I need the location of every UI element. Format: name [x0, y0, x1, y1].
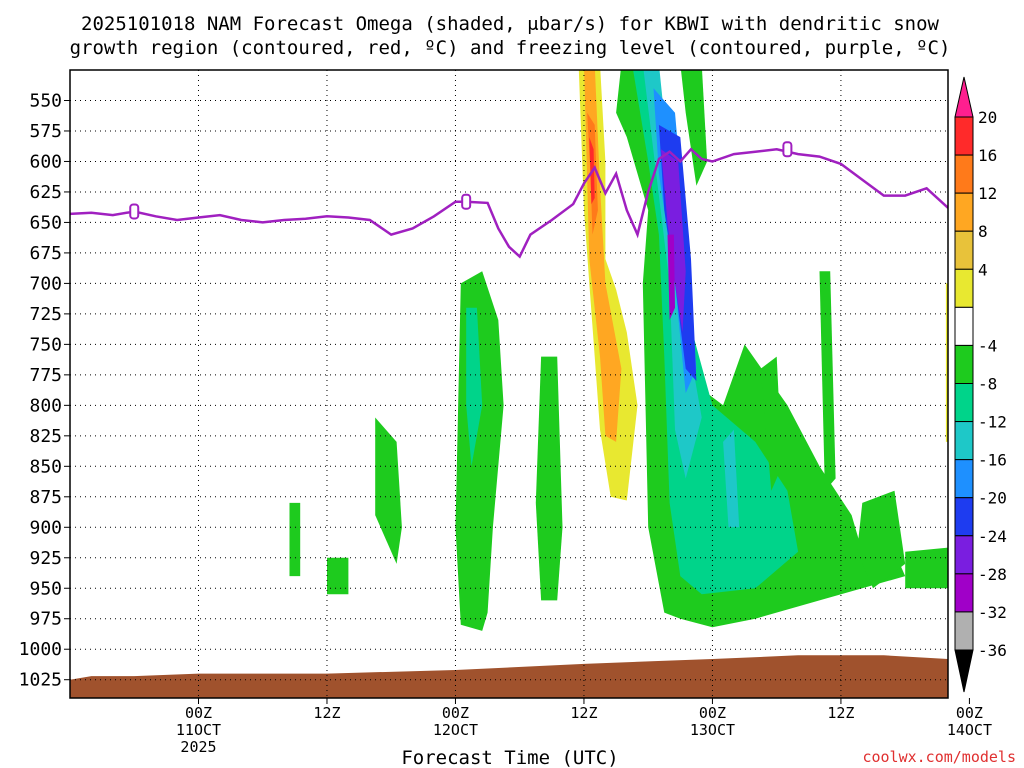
y-axis: 550 575 600 625 650 675 700 725 750 775 800 825 850 8…: [19, 90, 70, 691]
contour-label-box: [461, 193, 472, 210]
omega-region-19: [857, 490, 906, 589]
y-tick-label: 950: [29, 578, 62, 599]
freezing-level-line: [70, 147, 948, 259]
y-tick-label: 875: [29, 487, 62, 508]
x-tick-label: 00Z: [699, 704, 726, 722]
omega-region-18: [819, 271, 836, 491]
omega-region-6: [633, 70, 799, 595]
y-tick-label: 650: [29, 212, 62, 233]
x-tick-label: 00Z: [956, 704, 983, 722]
colorbar-segment: [954, 497, 974, 537]
omega-region-11: [667, 234, 675, 320]
colorbar-label: -28: [978, 565, 1007, 584]
y-tick-label: 625: [29, 182, 62, 203]
plot-background: [70, 70, 948, 698]
colorbar-label: 12: [978, 184, 997, 203]
x-tick-label: 11OCT: [176, 721, 221, 739]
y-tick-label: 700: [29, 273, 62, 294]
y-tick-label: 825: [29, 426, 62, 447]
x-tick-label: 2025: [180, 738, 216, 756]
credit-text: coolwx.com/models: [862, 748, 1016, 766]
colorbar-label: 16: [978, 146, 997, 165]
colorbar-segment: [954, 459, 974, 499]
y-tick-label: 550: [29, 90, 62, 111]
colorbar-top-arrow: [954, 76, 974, 118]
colorbar-label: -36: [978, 641, 1007, 660]
y-tick-label: 725: [29, 304, 62, 325]
colorbar-label: 20: [978, 108, 997, 127]
y-tick-label: 900: [29, 517, 62, 538]
y-tick-label: 975: [29, 609, 62, 630]
colorbar-segment: [954, 154, 974, 194]
x-tick-label: 00Z: [442, 704, 469, 722]
colorbar-segment: [954, 611, 974, 651]
colorbar-label: -4: [978, 336, 997, 355]
omega-region-21: [289, 502, 301, 577]
contour-label-box: [129, 203, 140, 220]
y-tick-label: 675: [29, 243, 62, 264]
y-tick-label: 575: [29, 121, 62, 142]
colorbar-label: -32: [978, 603, 1007, 622]
chart-title-line1: 2025101018 NAM Forecast Omega (shaded, μ…: [81, 13, 939, 35]
colorbar-label: 4: [978, 260, 988, 279]
colorbar-segment: [954, 306, 974, 346]
colorbar-segment: [954, 573, 974, 613]
colorbar-label: -24: [978, 527, 1007, 546]
x-tick-label: 14OCT: [947, 721, 992, 739]
colorbar-label: -16: [978, 451, 1007, 470]
omega-region-14: [466, 307, 483, 467]
plot-frame: [69, 69, 949, 699]
omega-region-15: [535, 356, 563, 601]
colorbar: 20 16 12 8 4 -4 -8 -12 -16 -20 -24 -28 -32 -36: [954, 76, 1007, 693]
terrain-fill: [70, 655, 948, 698]
colorbar-segment: [954, 535, 974, 575]
terrain: [70, 655, 948, 698]
colorbar-segment: [954, 230, 974, 270]
omega-region-17: [760, 356, 782, 491]
y-tick-label: 925: [29, 548, 62, 569]
omega-region-12: [723, 429, 740, 528]
colorbar-label: -20: [978, 489, 1007, 508]
x-tick-label: 12Z: [827, 704, 854, 722]
colorbar-segment: [954, 268, 974, 308]
x-tick-label: 12OCT: [433, 721, 478, 739]
y-tick-label: 775: [29, 365, 62, 386]
y-tick-label: 750: [29, 334, 62, 355]
x-tick-label: 13OCT: [690, 721, 735, 739]
x-axis-label: Forecast Time (UTC): [401, 747, 618, 768]
x-tick-label: 12Z: [313, 704, 340, 722]
x-tick-label: 00Z: [185, 704, 212, 722]
colorbar-label: 8: [978, 222, 988, 241]
y-tick-label: 600: [29, 151, 62, 172]
y-tick-label: 800: [29, 395, 62, 416]
colorbar-segment: [954, 383, 974, 423]
colorbar-segment: [954, 116, 974, 156]
y-tick-label: 1025: [19, 670, 62, 691]
colorbar-segment: [954, 421, 974, 461]
omega-region-22: [327, 557, 349, 595]
colorbar-label: -12: [978, 413, 1007, 432]
freezing-level-contour: [70, 141, 948, 259]
contour-label-box: [782, 141, 793, 158]
colorbar-label: -8: [978, 375, 997, 394]
y-tick-label: 1000: [19, 639, 62, 660]
omega-shading: [289, 70, 948, 631]
colorbar-segment: [954, 192, 974, 232]
colorbar-segment: [954, 344, 974, 384]
y-tick-label: 850: [29, 456, 62, 477]
colorbar-bottom-arrow: [954, 649, 974, 693]
x-tick-label: 12Z: [570, 704, 597, 722]
chart-title-line2: growth region (contoured, red, ºC) and f…: [70, 37, 951, 59]
